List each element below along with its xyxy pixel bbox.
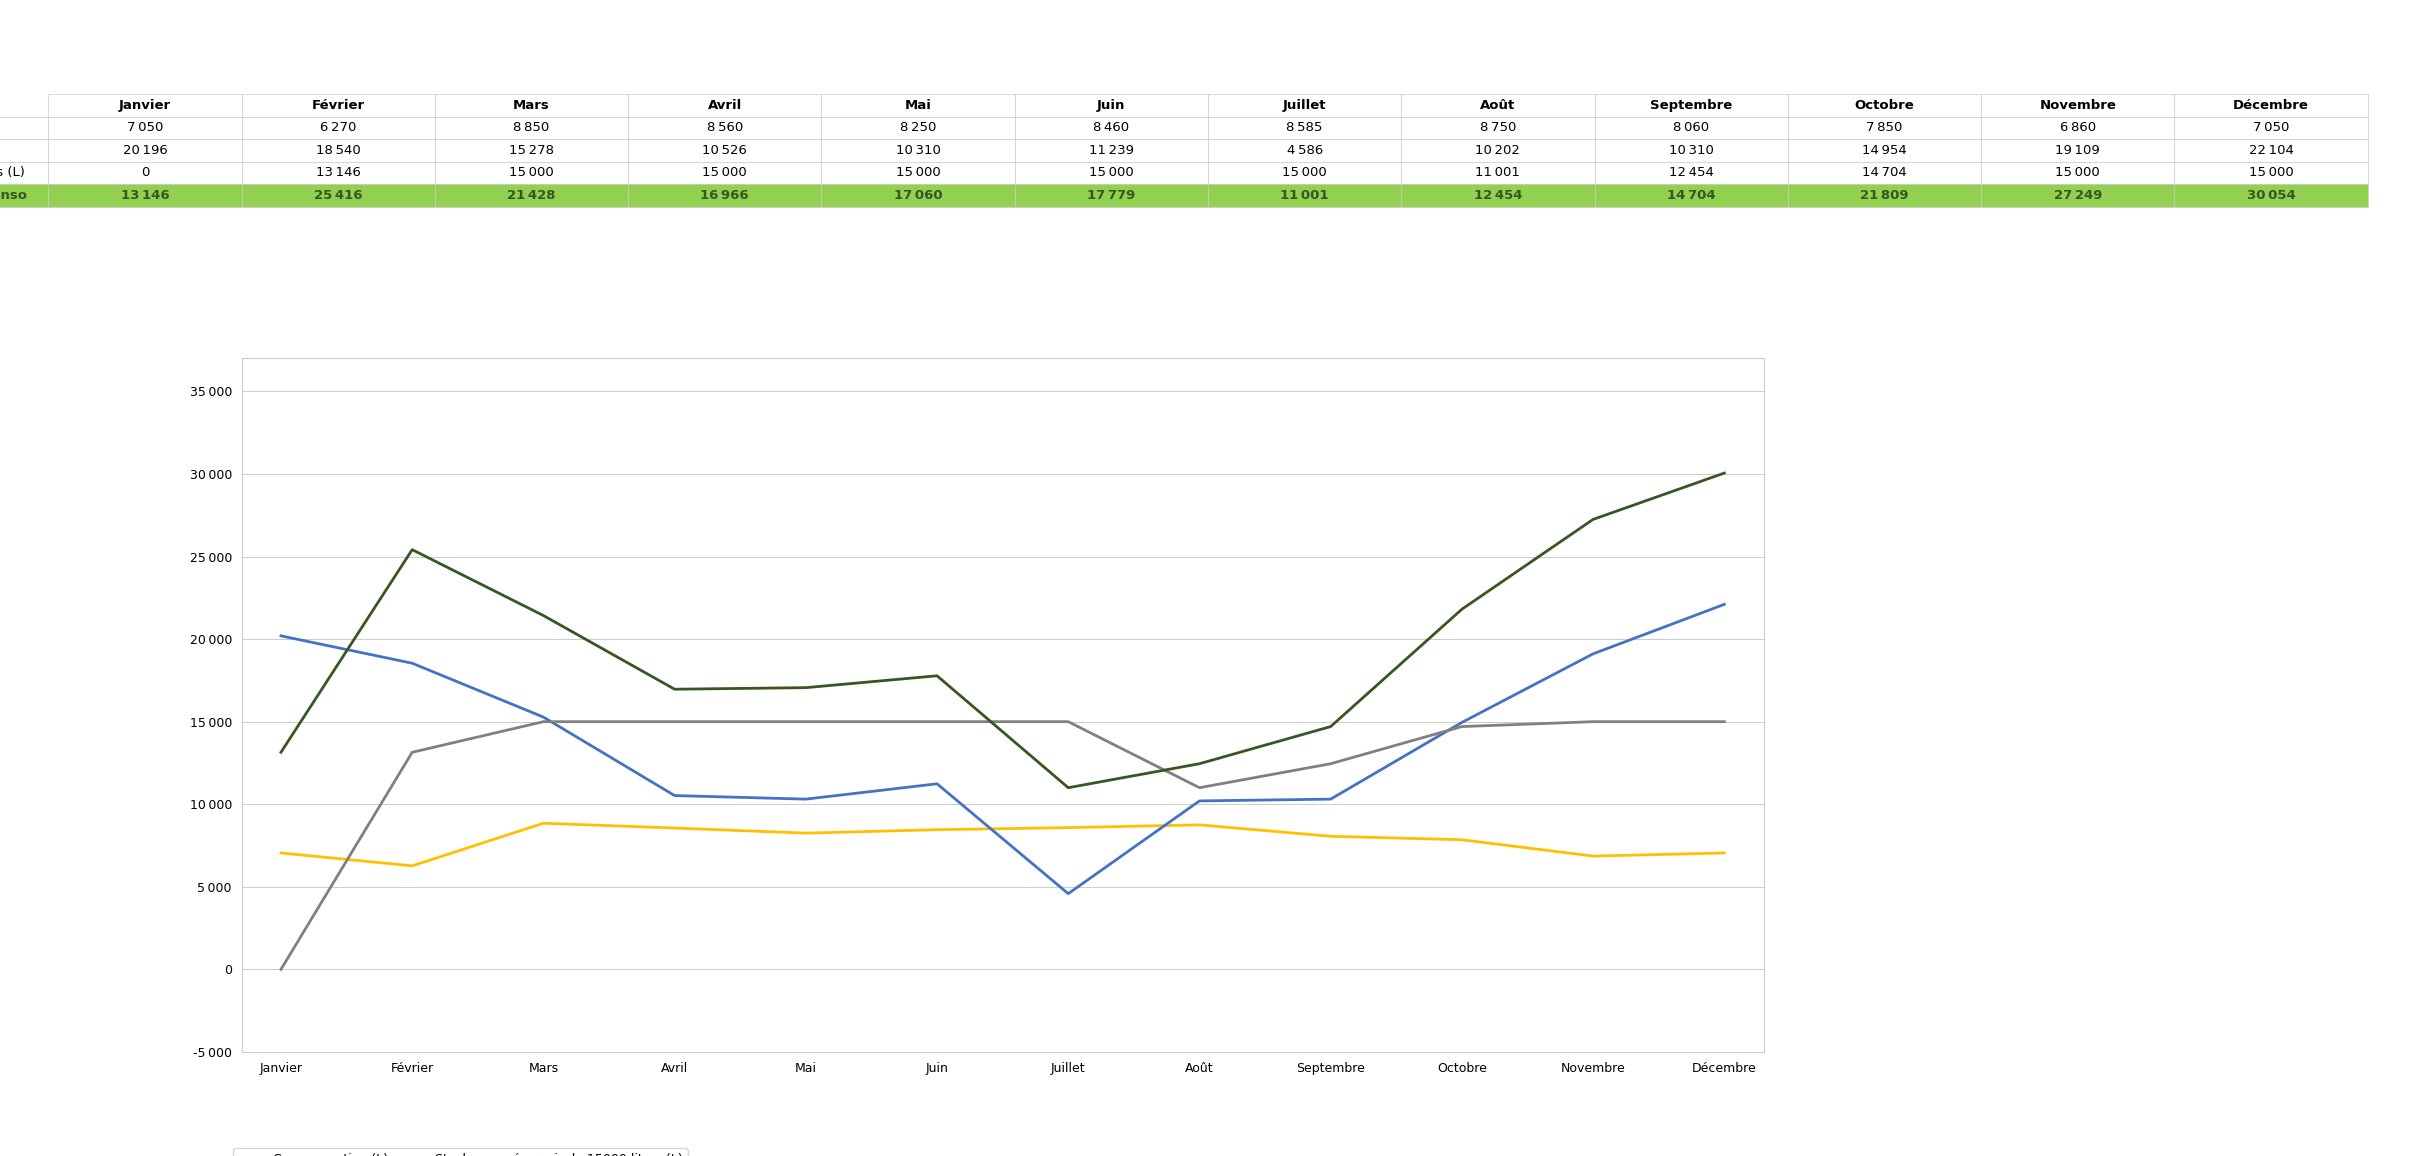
Legend: Consommation (L), Collecte (L), Stock avec réservoir de 15000 litres (L), Solde : Consommation (L), Collecte (L), Stock av…: [232, 1148, 689, 1156]
